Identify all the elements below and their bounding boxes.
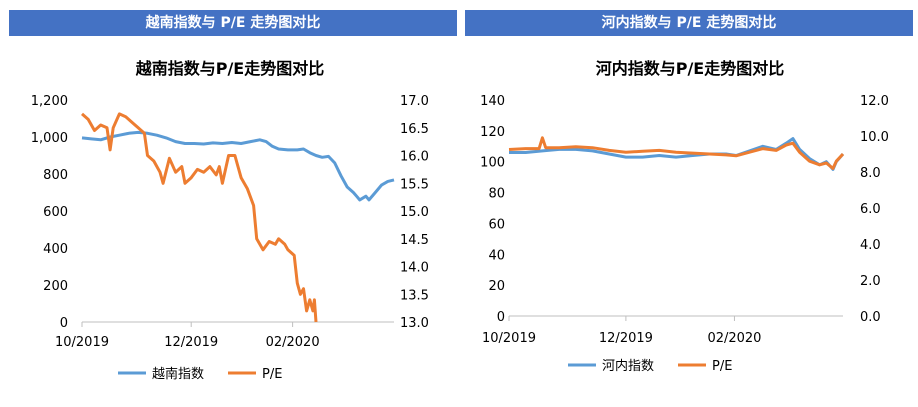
x-tick-label: 02/2020 [707,331,761,346]
y-left-tick-label: 20 [488,279,505,294]
y-right-tick-label: 6.0 [860,202,881,217]
hnx-panel-header: 河内指数与 P/E 走势图对比 [465,10,913,36]
x-tick-label: 12/2019 [164,335,218,350]
hnx-index-panel: 河内指数与 P/E 走势图对比 河内指数与P/E走势图对比 10/2019 12/2… [465,0,918,407]
y-right-tick-label: 16.0 [400,150,429,165]
y-right-tick-label: 16.5 [400,122,429,137]
y-right-tick-label: 14.5 [400,233,429,248]
y-left-tick-label: 400 [43,242,68,257]
hnx-index-chart: 河内指数与P/E走势图对比 10/2019 12/2019 02/2020 0 20 40 6… [480,59,889,374]
chart-title: 越南指数与P/E走势图对比 [135,59,325,78]
y-right-tick-label: 13.0 [400,316,429,331]
vn-index-panel: 越南指数与 P/E 走势图对比 越南指数与P/E走势图对比 10/2019 12/2… [9,10,457,382]
vn-panel-header: 越南指数与 P/E 走势图对比 [9,10,457,36]
y-right-tick-label: 8.0 [860,166,881,181]
series-line-pe [508,136,845,170]
y-left-tick-label: 600 [43,205,68,220]
y-right-tick-label: 10.0 [860,130,889,145]
y-left-tick-label: 0 [60,316,68,331]
y-right-tick-label: 13.5 [400,288,429,303]
y-left-tick-label: 100 [480,156,505,171]
y-left-tick-label: 40 [488,248,505,263]
y-right-tick-label: 15.0 [400,205,429,220]
y-right-tick-label: 17.0 [400,94,429,109]
y-left-tick-label: 120 [480,125,505,140]
y-right-tick-label: 0.0 [860,310,881,325]
series-line-index [81,130,395,202]
x-tick-label: 10/2019 [55,335,109,350]
series-line-pe [81,112,318,323]
legend-label: P/E [262,367,282,382]
y-right-tick-label: 14.0 [400,261,429,276]
y-left-tick-label: 60 [488,217,505,232]
y-right-tick-label: 12.0 [860,94,889,109]
legend-label: 越南指数 [152,366,204,382]
y-left-tick-label: 200 [43,279,68,294]
x-tick-label: 10/2019 [482,331,536,346]
y-left-tick-label: 0 [497,310,505,325]
x-tick-label: 02/2020 [266,335,320,350]
vn-index-chart: 越南指数与P/E走势图对比 10/2019 12/2019 02/2020 0 200 40… [31,59,429,382]
y-left-tick-label: 80 [488,187,505,202]
y-left-tick-label: 800 [43,168,68,183]
y-right-tick-label: 15.5 [400,177,429,192]
legend-label: P/E [712,359,732,374]
y-left-tick-label: 140 [480,94,505,109]
y-left-tick-label: 1,000 [31,131,68,146]
x-tick-label: 12/2019 [599,331,653,346]
chart-title: 河内指数与P/E走势图对比 [596,59,785,78]
y-left-tick-label: 1,200 [31,94,68,109]
y-right-tick-label: 2.0 [860,274,881,289]
legend-label: 河内指数 [602,358,654,374]
y-right-tick-label: 4.0 [860,238,881,253]
